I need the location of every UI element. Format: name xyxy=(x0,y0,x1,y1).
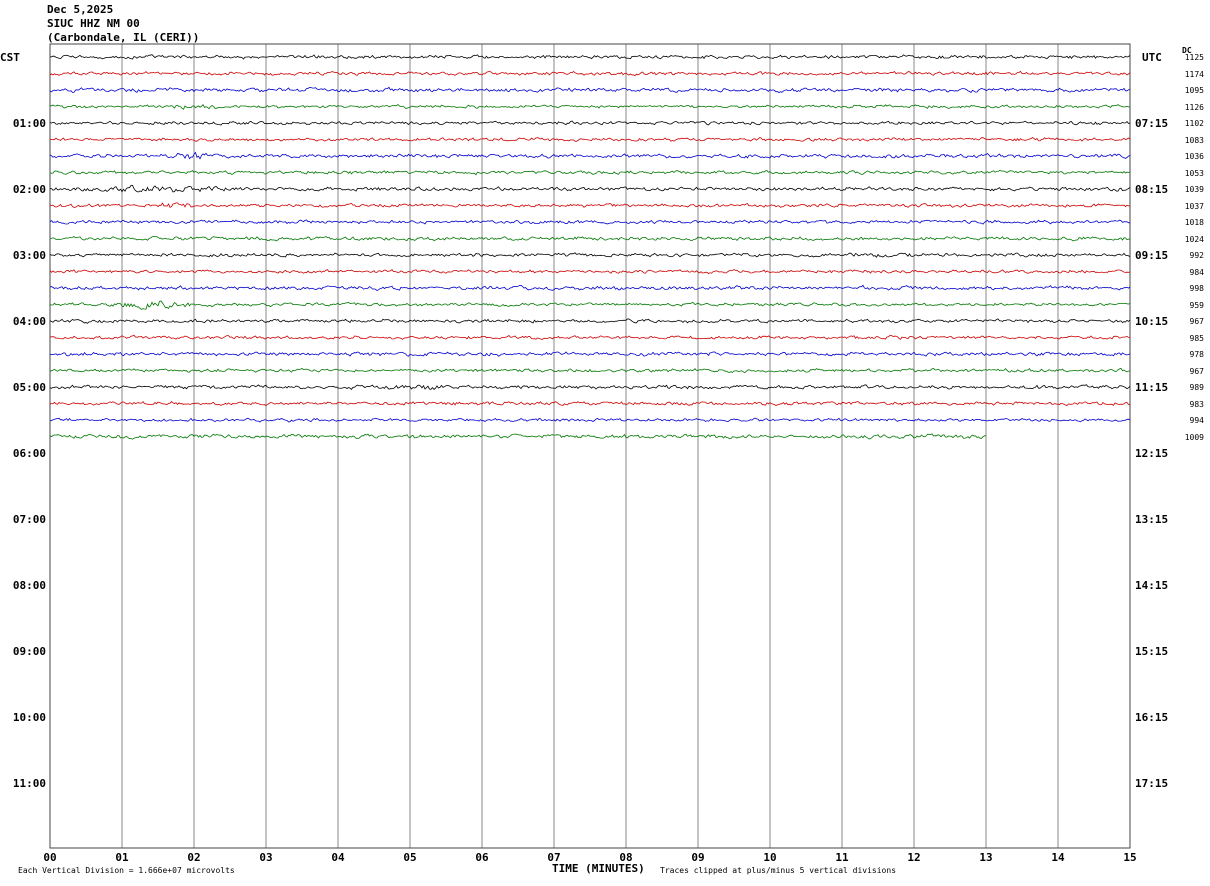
right-hour-label: 09:15 xyxy=(1135,249,1169,262)
trace-row-0100 xyxy=(49,120,1131,126)
dc-value: 984 xyxy=(1189,267,1204,277)
dc-value: 978 xyxy=(1189,350,1204,359)
minute-label: 07 xyxy=(547,851,561,864)
dc-value: 998 xyxy=(1189,284,1204,293)
dc-value: 1083 xyxy=(1184,135,1204,145)
dc-value: 1126 xyxy=(1184,102,1204,112)
left-hour-label: 04:00 xyxy=(12,315,46,328)
minute-label: 04 xyxy=(331,851,345,864)
trace-row-0445 xyxy=(49,367,1131,373)
dc-value: 992 xyxy=(1189,251,1204,260)
left-hour-label: 10:00 xyxy=(12,711,46,724)
plot-date: Dec 5,2025 xyxy=(47,3,114,16)
dc-value: 1018 xyxy=(1184,218,1204,227)
trace-row-0300 xyxy=(49,252,1131,258)
dc-value: 1009 xyxy=(1184,432,1204,442)
left-hour-label: 11:00 xyxy=(12,777,46,790)
minute-label: 05 xyxy=(403,851,417,864)
dc-value: 1053 xyxy=(1184,168,1204,178)
dc-column-header: DC xyxy=(1182,46,1192,55)
trace-row-0045 xyxy=(49,103,1131,110)
dc-value: 967 xyxy=(1189,317,1204,326)
dc-value: 994 xyxy=(1189,416,1204,425)
clip-note: Traces clipped at plus/minus 5 vertical … xyxy=(660,866,897,875)
trace-row-0000 xyxy=(50,54,1131,60)
trace-row-0500 xyxy=(49,384,1131,391)
dc-value: 983 xyxy=(1189,399,1204,409)
minute-label: 11 xyxy=(835,851,849,864)
right-hour-label: 10:15 xyxy=(1135,315,1169,328)
trace-row-0145 xyxy=(49,169,1131,176)
left-hour-label: 08:00 xyxy=(12,579,46,592)
dc-value: 1095 xyxy=(1184,86,1204,95)
dc-value: 1102 xyxy=(1184,119,1204,128)
right-hour-label: 16:15 xyxy=(1135,711,1169,724)
trace-row-0130 xyxy=(49,151,1131,160)
left-hour-label: 09:00 xyxy=(12,645,46,658)
left-timezone-label: CST xyxy=(0,51,20,64)
plot-border xyxy=(49,43,1131,849)
trace-row-0030 xyxy=(49,86,1131,94)
minute-label: 03 xyxy=(259,851,273,864)
minute-label: 01 xyxy=(115,851,129,864)
trace-row-0245 xyxy=(49,235,1131,242)
dc-value: 1039 xyxy=(1184,185,1204,194)
minute-label: 14 xyxy=(1051,851,1065,864)
trace-row-0400 xyxy=(49,318,1131,324)
minute-label: 13 xyxy=(979,851,993,864)
dc-value: 1036 xyxy=(1184,152,1204,161)
vertical-scale-note: Each Vertical Division = 1.666e+07 micro… xyxy=(18,866,235,875)
minute-label: 06 xyxy=(475,851,489,864)
trace-row-0345 xyxy=(49,300,1131,310)
minute-label: 15 xyxy=(1123,851,1137,864)
dc-value: 967 xyxy=(1189,366,1204,376)
right-hour-label: 08:15 xyxy=(1135,183,1169,196)
trace-row-0515 xyxy=(49,400,1131,407)
left-hour-label: 05:00 xyxy=(12,381,46,394)
trace-row-0115 xyxy=(49,136,1131,142)
right-hour-label: 12:15 xyxy=(1135,447,1169,460)
station-code: SIUC HHZ NM 00 xyxy=(47,17,140,30)
left-hour-label: 02:00 xyxy=(12,183,46,196)
trace-row-0430 xyxy=(49,351,1131,357)
trace-row-0230 xyxy=(49,219,1131,225)
dc-value: 959 xyxy=(1189,300,1204,310)
trace-row-0215 xyxy=(49,202,1131,208)
minute-label: 09 xyxy=(691,851,705,864)
right-hour-label: 11:15 xyxy=(1135,381,1169,394)
minute-label: 02 xyxy=(187,851,201,864)
minute-label: 00 xyxy=(43,851,57,864)
left-hour-label: 03:00 xyxy=(12,249,46,262)
minute-label: 08 xyxy=(619,851,633,864)
station-location: (Carbondale, IL (CERI)) xyxy=(47,31,200,44)
trace-row-0330 xyxy=(49,284,1131,291)
dc-value: 989 xyxy=(1189,383,1204,392)
right-hour-label: 14:15 xyxy=(1135,579,1169,592)
dc-value: 1125 xyxy=(1184,53,1204,62)
right-hour-label: 17:15 xyxy=(1135,777,1169,790)
right-hour-label: 13:15 xyxy=(1135,513,1169,526)
dc-value: 1037 xyxy=(1184,201,1204,211)
minute-label: 10 xyxy=(763,851,777,864)
right-timezone-label: UTC xyxy=(1142,51,1162,64)
left-hour-label: 07:00 xyxy=(12,513,46,526)
trace-row-0315 xyxy=(49,269,1131,274)
left-hour-label: 06:00 xyxy=(12,447,46,460)
minute-label: 12 xyxy=(907,851,921,864)
dc-value: 1174 xyxy=(1184,69,1204,79)
trace-row-0415 xyxy=(49,334,1131,340)
left-hour-label: 01:00 xyxy=(12,117,46,130)
x-axis-title: TIME (MINUTES) xyxy=(552,862,645,875)
trace-row-0200 xyxy=(49,184,1131,193)
trace-row-0015 xyxy=(49,70,1131,77)
right-hour-label: 15:15 xyxy=(1135,645,1169,658)
trace-row-0530 xyxy=(49,417,1131,423)
right-hour-label: 07:15 xyxy=(1135,117,1169,130)
dc-value: 1024 xyxy=(1184,234,1204,244)
trace-row-0545 xyxy=(49,433,986,440)
dc-value: 985 xyxy=(1189,333,1204,343)
